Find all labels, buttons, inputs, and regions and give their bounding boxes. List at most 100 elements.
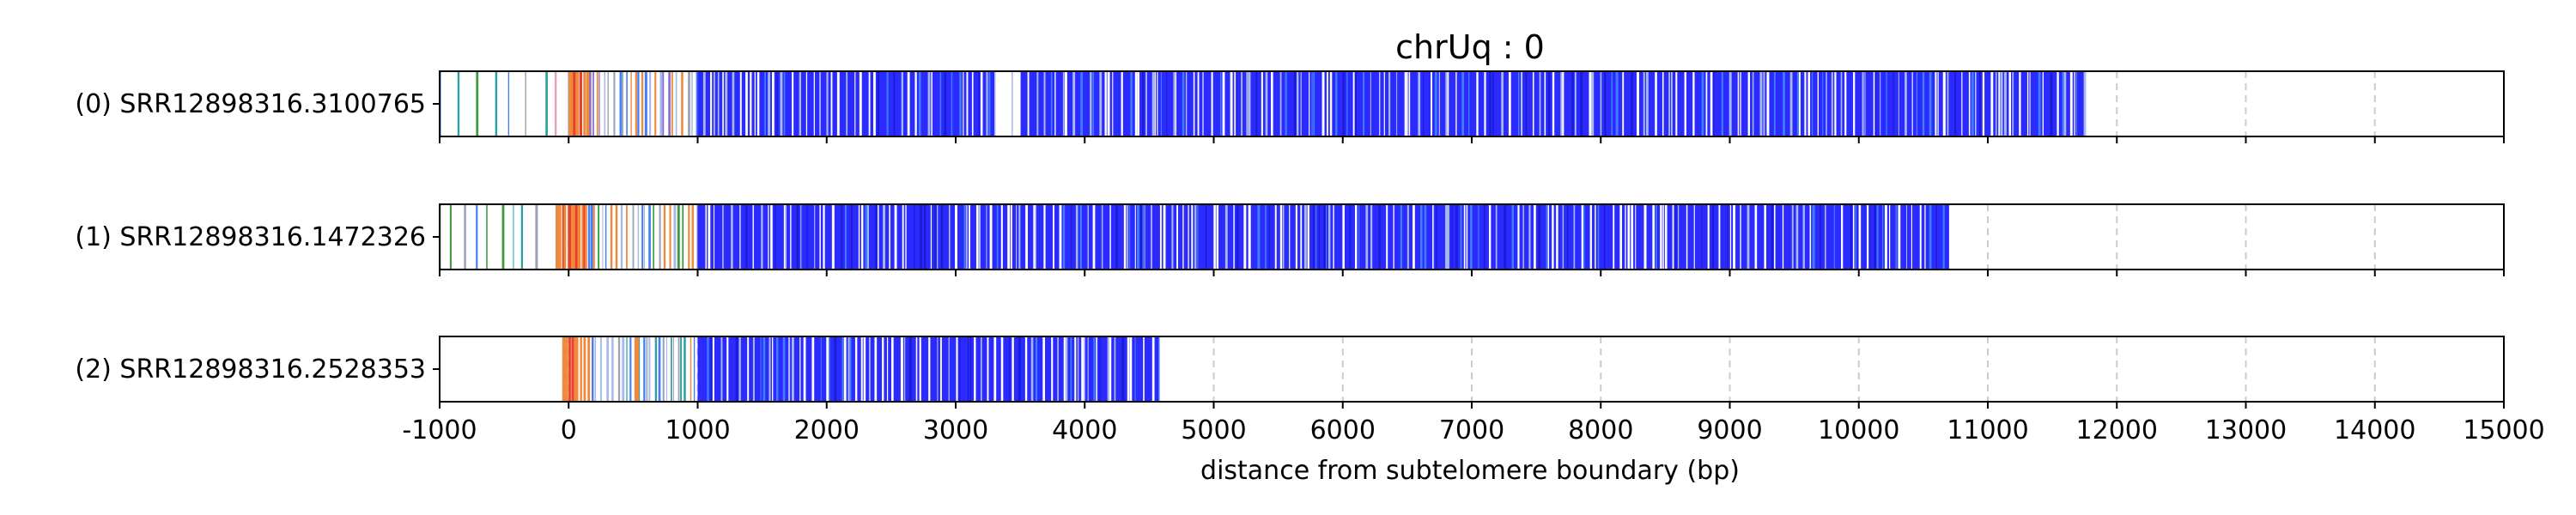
read-stripe [846,71,848,136]
read-stripe [754,71,756,136]
read-stripe [1293,71,1297,136]
read-stripe [949,204,951,270]
read-stripe [1791,204,1794,270]
read-stripe [1434,71,1437,136]
read-stripe [1884,204,1887,270]
read-stripe [854,336,858,402]
read-stripe [931,71,933,136]
read-stripe [863,336,866,402]
read-stripe [1321,71,1325,136]
read-stripe [739,71,742,136]
read-stripe [799,336,801,402]
read-stripe [1652,204,1655,270]
read-stripe [739,204,741,270]
read-stripe [1844,71,1847,136]
read-stripe [939,71,942,136]
read-stripe [2063,71,2067,136]
read-stripe [1285,71,1287,136]
read-stripe [948,336,950,402]
read-stripe [1143,336,1145,402]
x-tick-label: 3000 [923,415,988,445]
read-stripe [993,336,997,402]
read-fill [697,71,2085,136]
read-stripe [873,71,876,136]
read-stripe [1552,204,1554,270]
read-stripe [1059,204,1062,270]
read-stripe [1881,204,1884,270]
read-stripe [1875,71,1877,136]
read-stripe [1721,71,1723,136]
read-stripe [1070,336,1072,402]
read-stripe [1522,204,1524,270]
read-stripe [1831,71,1833,136]
read-stripe [959,336,961,402]
read-stripe [1460,204,1462,270]
read-stripe [525,71,526,136]
read-stripe [1185,71,1188,136]
read-stripe [637,204,640,270]
read-stripe [1121,71,1123,136]
read-stripe [937,336,939,402]
read-stripe [1349,204,1352,270]
read-stripe [800,204,802,270]
read-stripe [841,204,843,270]
read-stripe [1604,71,1607,136]
read-stripe [705,204,708,270]
read-stripe [830,71,833,136]
read-stripe [823,204,825,270]
x-tick-label: 8000 [1568,415,1633,445]
read-stripe [1158,336,1160,402]
read-stripe [1099,336,1101,402]
read-stripe [1279,204,1283,270]
read-stripe [1096,336,1097,402]
read-stripe [1637,71,1639,136]
read-stripe [1455,71,1457,136]
read-stripe [1937,71,1939,136]
read-stripe [1615,71,1619,136]
x-tick-label: 13000 [2205,415,2287,445]
read-stripe [1712,71,1715,136]
read-stripe [574,336,577,402]
read-stripe [1560,71,1563,136]
read-stripe [2042,71,2044,136]
read-stripe [768,71,771,136]
read-stripe [877,71,880,136]
read-stripe [1142,71,1145,136]
x-tick-label: 9000 [1697,415,1762,445]
read-stripe [1412,204,1415,270]
read-stripe [1182,71,1185,136]
read-stripe [641,71,644,136]
read-stripe [1404,71,1406,136]
read-stripe [1562,71,1564,136]
read-stripe [987,336,989,402]
read-stripe [1224,204,1228,270]
read-stripe [641,204,644,270]
read-stripe [1134,204,1136,270]
read-stripe [646,336,648,402]
read-stripe [889,204,890,270]
read-stripe [1754,204,1758,270]
read-stripe [668,71,671,136]
read-stripe [574,204,578,270]
read-stripe [520,204,524,270]
read-stripe [2003,71,2007,136]
read-stripe [1234,71,1236,136]
read-stripe [1712,204,1715,270]
read-stripe [1528,204,1531,270]
read-stripe [1009,336,1011,402]
read-stripe [814,204,816,270]
read-stripe [1012,336,1014,402]
read-stripe [1668,71,1671,136]
read-stripe [796,204,799,270]
x-tick-label: 2000 [794,415,860,445]
read-stripe [1942,71,1946,136]
read-stripe [1840,71,1843,136]
read-stripe [1534,204,1536,270]
read-stripe [903,336,906,402]
read-stripe [1053,204,1054,270]
read-stripe [1197,71,1200,136]
read-stripe [1090,71,1092,136]
read-stripe [620,204,623,270]
read-stripe [1378,204,1381,270]
read-stripe [1773,71,1776,136]
